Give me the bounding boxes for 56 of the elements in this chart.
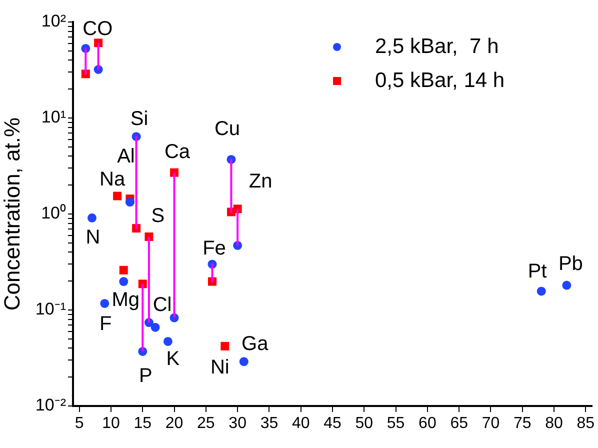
point (562, 280, 572, 290)
x-tick-label: 75 (513, 415, 532, 432)
x-tick-label: 55 (386, 415, 405, 432)
annotation: Ga (242, 333, 270, 356)
point (536, 286, 546, 296)
annotation: Ca (164, 141, 191, 164)
x-tick-label: 25 (197, 415, 215, 432)
x-tick-label: 15 (134, 415, 152, 432)
annotation: F (100, 312, 112, 335)
x-tick-label: 70 (482, 415, 500, 432)
point (150, 322, 160, 332)
point (119, 277, 128, 286)
x-tick-label: 20 (165, 415, 184, 432)
x-tick-label: 85 (576, 415, 595, 432)
annotation: Pb (558, 252, 583, 275)
annotation: CO (82, 18, 113, 40)
y-tick-label: 10² (41, 12, 66, 31)
point (220, 342, 230, 350)
annotation: Cu (214, 118, 240, 140)
annotation: N (86, 226, 100, 248)
annotation: Cl (152, 294, 172, 316)
x-tick-label: 10 (102, 415, 120, 432)
point (113, 192, 122, 200)
annotation: S (151, 205, 165, 228)
x-tick-label: 50 (355, 415, 374, 432)
x-tick-label: 65 (450, 415, 468, 432)
x-tick-label: 35 (260, 415, 278, 432)
x-tick-label: 45 (324, 415, 342, 432)
annotation: Na (100, 168, 126, 191)
point (125, 198, 134, 207)
annotation: Mg (112, 289, 140, 312)
point (163, 336, 172, 346)
y-tick-label: 10⁻¹ (35, 300, 66, 319)
annotation: Si (130, 108, 148, 130)
y-axis-title: Concentration, at.% (0, 117, 24, 311)
annotation: Pt (528, 260, 548, 283)
x-tick-label: 60 (418, 415, 436, 432)
legend-label: 0,5 kBar, 14 h (375, 68, 505, 92)
annotation: P (138, 364, 152, 387)
point (87, 213, 96, 222)
annotation: Ni (210, 356, 230, 379)
x-tick-label: 80 (545, 415, 564, 432)
legend-label: 2,5 kBar, 7 h (375, 34, 499, 58)
y-tick-label: 10⁻² (35, 396, 66, 415)
x-tick-label: 40 (292, 415, 310, 432)
y-tick-label: 10⁰ (41, 204, 66, 223)
point (100, 298, 110, 308)
point (239, 357, 248, 366)
annotation: Al (117, 145, 135, 168)
point (119, 266, 128, 274)
annotation: K (166, 348, 180, 370)
y-tick-label: 10¹ (41, 108, 66, 127)
x-tick-label: 5 (74, 415, 84, 432)
annotation: Zn (248, 170, 272, 192)
annotation: Fe (202, 238, 226, 260)
x-tick-label: 30 (228, 415, 247, 432)
